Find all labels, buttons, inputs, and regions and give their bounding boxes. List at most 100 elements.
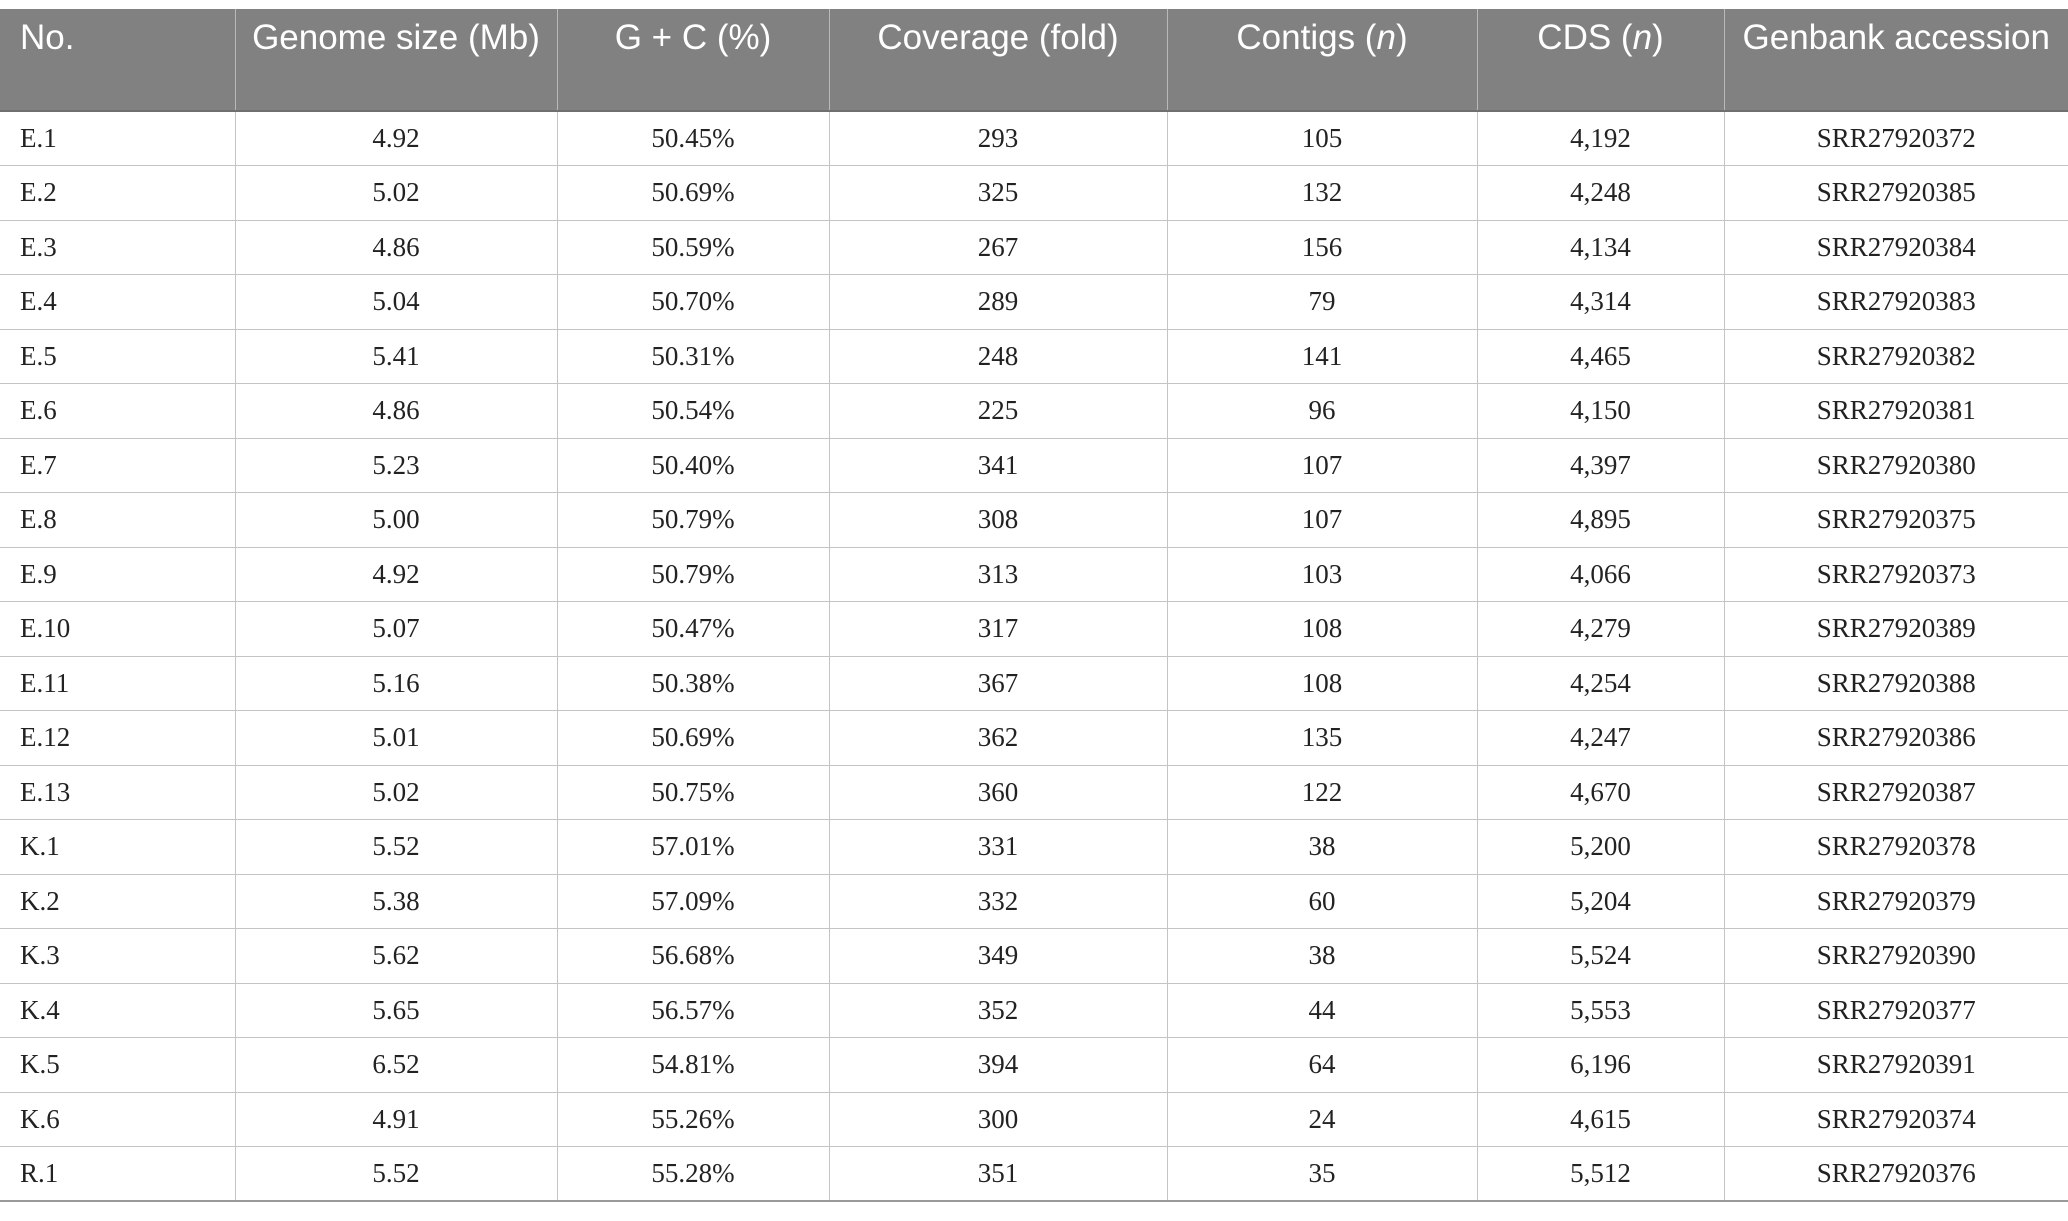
header-row: No. Genome size (Mb) G + C (%) Coverage …: [0, 9, 2068, 112]
cell-cds: 4,248: [1477, 165, 1725, 221]
cell-no: K.3: [0, 928, 236, 984]
cell-genome-size: 4.92: [235, 547, 558, 602]
header-contigs: Contigs (n): [1167, 9, 1478, 112]
cell-genbank-accession: SRR27920380: [1724, 438, 2068, 493]
table-body: E.1 4.92 50.45% 293 105 4,192 SRR27920372 E.2 5.…: [0, 111, 2068, 1202]
cell-gc: 50.75%: [557, 765, 830, 820]
cell-genbank-accession: SRR27920373: [1724, 547, 2068, 602]
table-row: E.7 5.23 50.40% 341 107 4,397 SRR27920380: [0, 438, 2068, 493]
cell-coverage: 352: [829, 983, 1168, 1038]
cell-genbank-accession: SRR27920377: [1724, 983, 2068, 1038]
header-no: No.: [0, 9, 236, 112]
table-row: E.8 5.00 50.79% 308 107 4,895 SRR27920375: [0, 492, 2068, 548]
table-row: R.1 5.52 55.28% 351 35 5,512 SRR27920376: [0, 1146, 2068, 1202]
cell-coverage: 341: [829, 438, 1168, 493]
table-row: E.9 4.92 50.79% 313 103 4,066 SRR27920373: [0, 547, 2068, 602]
cell-contigs: 135: [1167, 710, 1478, 766]
cell-genome-size: 6.52: [235, 1037, 558, 1093]
table-row: K.6 4.91 55.26% 300 24 4,615 SRR27920374: [0, 1092, 2068, 1147]
cell-no: E.9: [0, 547, 236, 602]
table-row: K.4 5.65 56.57% 352 44 5,553 SRR27920377: [0, 983, 2068, 1038]
cell-no: E.12: [0, 710, 236, 766]
header-cds-post: ): [1652, 18, 1664, 57]
cell-gc: 50.47%: [557, 601, 830, 657]
header-contigs-post: ): [1395, 18, 1408, 57]
cell-contigs: 156: [1167, 220, 1478, 275]
cell-genbank-accession: SRR27920386: [1724, 710, 2068, 766]
cell-genome-size: 5.62: [235, 928, 558, 984]
cell-gc: 50.70%: [557, 274, 830, 330]
cell-cds: 4,615: [1477, 1092, 1725, 1147]
cell-gc: 50.79%: [557, 547, 830, 602]
cell-genbank-accession: SRR27920388: [1724, 656, 2068, 711]
cell-contigs: 122: [1167, 765, 1478, 820]
table-row: E.13 5.02 50.75% 360 122 4,670 SRR27920387: [0, 765, 2068, 820]
cell-cds: 4,279: [1477, 601, 1725, 657]
cell-no: E.1: [0, 111, 236, 166]
cell-coverage: 351: [829, 1146, 1168, 1202]
cell-genome-size: 5.01: [235, 710, 558, 766]
cell-genbank-accession: SRR27920379: [1724, 874, 2068, 929]
table-row: E.2 5.02 50.69% 325 132 4,248 SRR27920385: [0, 165, 2068, 221]
cell-gc: 50.59%: [557, 220, 830, 275]
table-row: E.4 5.04 50.70% 289 79 4,314 SRR27920383: [0, 274, 2068, 330]
cell-contigs: 79: [1167, 274, 1478, 330]
cell-genome-size: 5.38: [235, 874, 558, 929]
cell-no: E.7: [0, 438, 236, 493]
cell-genome-size: 5.07: [235, 601, 558, 657]
cell-contigs: 38: [1167, 819, 1478, 875]
cell-gc: 57.09%: [557, 874, 830, 929]
cell-genbank-accession: SRR27920387: [1724, 765, 2068, 820]
cell-genbank-accession: SRR27920375: [1724, 492, 2068, 548]
table-row: K.2 5.38 57.09% 332 60 5,204 SRR27920379: [0, 874, 2068, 929]
cell-gc: 56.68%: [557, 928, 830, 984]
cell-genbank-accession: SRR27920374: [1724, 1092, 2068, 1147]
cell-no: E.11: [0, 656, 236, 711]
cell-genome-size: 5.02: [235, 165, 558, 221]
cell-contigs: 108: [1167, 601, 1478, 657]
cell-genome-size: 5.52: [235, 819, 558, 875]
cell-gc: 50.31%: [557, 329, 830, 384]
table-row: E.10 5.07 50.47% 317 108 4,279 SRR27920389: [0, 601, 2068, 657]
cell-no: E.4: [0, 274, 236, 330]
cell-no: K.2: [0, 874, 236, 929]
cell-contigs: 107: [1167, 492, 1478, 548]
cell-cds: 6,196: [1477, 1037, 1725, 1093]
cell-contigs: 38: [1167, 928, 1478, 984]
cell-genbank-accession: SRR27920390: [1724, 928, 2068, 984]
cell-cds: 4,670: [1477, 765, 1725, 820]
genome-table-container: No. Genome size (Mb) G + C (%) Coverage …: [0, 9, 2068, 1202]
cell-contigs: 108: [1167, 656, 1478, 711]
table-row: K.5 6.52 54.81% 394 64 6,196 SRR27920391: [0, 1037, 2068, 1093]
cell-gc: 54.81%: [557, 1037, 830, 1093]
cell-genbank-accession: SRR27920378: [1724, 819, 2068, 875]
cell-contigs: 141: [1167, 329, 1478, 384]
table-row: E.3 4.86 50.59% 267 156 4,134 SRR27920384: [0, 220, 2068, 275]
cell-gc: 55.28%: [557, 1146, 830, 1202]
cell-genome-size: 5.04: [235, 274, 558, 330]
cell-genbank-accession: SRR27920389: [1724, 601, 2068, 657]
cell-cds: 4,134: [1477, 220, 1725, 275]
cell-gc: 56.57%: [557, 983, 830, 1038]
cell-contigs: 105: [1167, 111, 1478, 166]
cell-cds: 5,512: [1477, 1146, 1725, 1202]
genome-assembly-table: No. Genome size (Mb) G + C (%) Coverage …: [0, 9, 2068, 1202]
cell-cds: 4,397: [1477, 438, 1725, 493]
cell-gc: 50.40%: [557, 438, 830, 493]
cell-no: E.3: [0, 220, 236, 275]
cell-genbank-accession: SRR27920383: [1724, 274, 2068, 330]
cell-cds: 4,465: [1477, 329, 1725, 384]
cell-genbank-accession: SRR27920385: [1724, 165, 2068, 221]
header-cds-n: n: [1632, 18, 1653, 57]
cell-genome-size: 5.41: [235, 329, 558, 384]
header-contigs-pre: Contigs (: [1236, 18, 1377, 57]
cell-genbank-accession: SRR27920391: [1724, 1037, 2068, 1093]
cell-genome-size: 4.86: [235, 220, 558, 275]
cell-cds: 5,524: [1477, 928, 1725, 984]
cell-contigs: 107: [1167, 438, 1478, 493]
cell-coverage: 332: [829, 874, 1168, 929]
cell-coverage: 394: [829, 1037, 1168, 1093]
table-row: E.5 5.41 50.31% 248 141 4,465 SRR27920382: [0, 329, 2068, 384]
cell-no: E.6: [0, 383, 236, 439]
cell-cds: 4,895: [1477, 492, 1725, 548]
